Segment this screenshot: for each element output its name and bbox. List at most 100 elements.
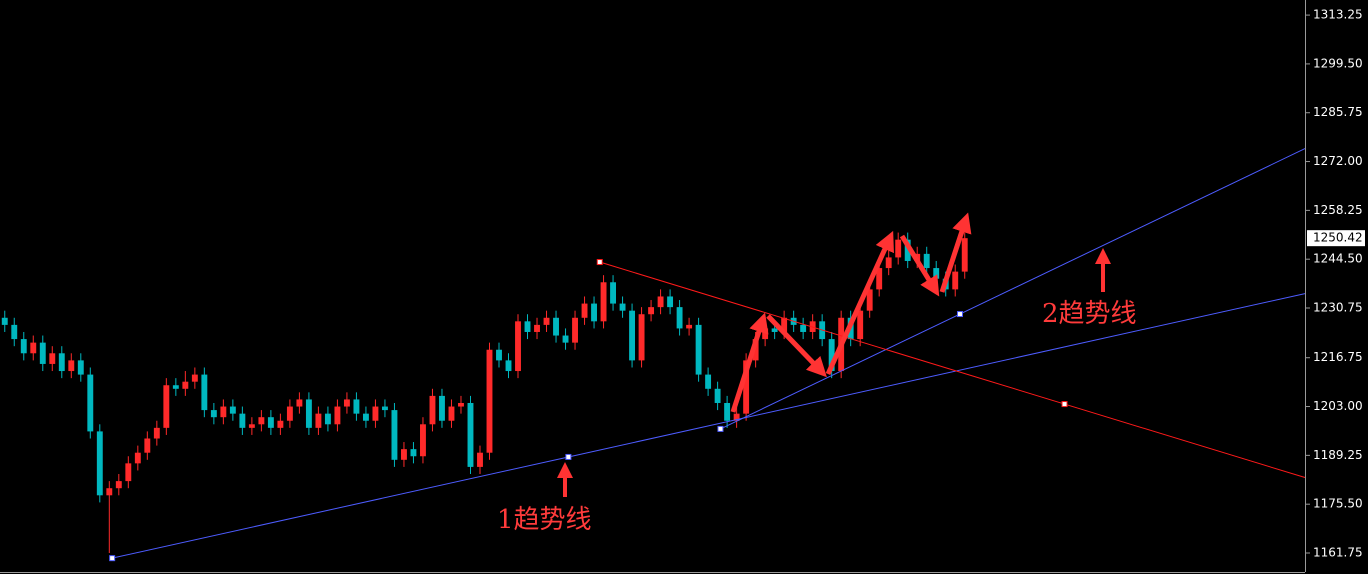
current-price-box <box>1307 230 1365 247</box>
candle-body <box>125 463 132 482</box>
candle-body <box>429 395 436 425</box>
candle-body <box>277 420 284 428</box>
candle-body <box>334 406 341 425</box>
candle-body <box>77 360 84 375</box>
candle-body <box>286 406 293 421</box>
candle-body <box>296 399 303 407</box>
candle-body <box>961 238 968 272</box>
candle-body <box>134 452 141 464</box>
candle-body <box>648 307 655 315</box>
candle-body <box>543 317 550 325</box>
trendline-label: 2趋势线 <box>1042 299 1137 329</box>
candle-body <box>515 321 521 372</box>
candle-body <box>448 406 455 421</box>
candle-body <box>362 413 369 421</box>
candle-body <box>163 385 170 428</box>
candle-body <box>153 427 160 439</box>
candle-body <box>68 360 75 372</box>
candle-body <box>600 282 607 322</box>
candle-body <box>239 413 246 428</box>
trendline-extension <box>1064 403 1306 479</box>
candle-body <box>591 303 597 322</box>
trendline-anchor <box>1061 401 1068 408</box>
candle-body <box>420 424 426 457</box>
y-tick-label: 1258.25 <box>1313 203 1363 217</box>
candle-body <box>762 328 769 340</box>
trendline-label: 1趋势线 <box>497 505 592 535</box>
candle-body <box>258 417 265 425</box>
arrow <box>766 314 827 378</box>
candle-body <box>610 282 617 304</box>
candle-body <box>933 268 940 279</box>
candle-body <box>11 324 18 340</box>
candle-body <box>315 413 322 428</box>
candle-body <box>572 317 578 343</box>
y-axis: 1161.75 1175.50 1189.25 1203.00 1216.75 1230.… <box>1305 8 1365 560</box>
candle-body <box>58 353 65 372</box>
candle-body <box>39 342 46 364</box>
trendline-anchor <box>596 259 603 266</box>
candle-body <box>172 385 179 389</box>
candle-body <box>467 402 474 467</box>
trendline-extension <box>568 293 1306 458</box>
y-tick-label: 1216.75 <box>1313 350 1363 364</box>
candle-body <box>638 314 645 361</box>
candle-body <box>904 239 911 261</box>
candle-body <box>895 239 902 258</box>
candle-body <box>343 399 350 407</box>
candle-body <box>524 321 531 332</box>
trendline-extension <box>959 148 1306 315</box>
trendline-anchor <box>717 425 724 432</box>
candle-body <box>106 488 113 496</box>
candle-body <box>771 328 778 332</box>
trendline <box>599 261 1065 405</box>
candle-body <box>581 303 588 318</box>
candle-body <box>439 395 445 421</box>
candle-body <box>667 296 674 308</box>
candle-body <box>619 303 626 311</box>
candle-body <box>885 257 892 269</box>
candle-body <box>952 271 959 290</box>
candle-body <box>828 339 835 372</box>
y-tick-label: 1161.75 <box>1313 546 1363 560</box>
arrow <box>899 234 940 297</box>
y-tick-label: 1203.00 <box>1313 399 1363 413</box>
y-tick-label: 1299.50 <box>1313 56 1363 70</box>
candle-body <box>182 381 189 389</box>
candle-body <box>534 324 540 332</box>
candle-body <box>267 417 274 428</box>
candle-body <box>220 406 227 418</box>
candle-body <box>391 410 398 460</box>
candle-body <box>20 339 27 354</box>
candle-body <box>800 324 807 332</box>
y-tick-label: 1175.50 <box>1313 497 1363 511</box>
candle-body <box>857 310 864 340</box>
candle-body <box>676 307 683 329</box>
candle-body <box>201 374 208 411</box>
candle-body <box>87 374 94 432</box>
candle-body <box>115 481 122 489</box>
candle-body <box>1 317 8 325</box>
candle-body <box>210 410 217 418</box>
candle-body <box>353 399 360 414</box>
candle-body <box>923 253 930 269</box>
candle-body <box>381 406 388 411</box>
candle-body <box>496 349 502 361</box>
candle-body <box>458 402 464 407</box>
candle-body <box>191 374 198 382</box>
trendline-anchor <box>565 453 572 460</box>
candle-body <box>505 360 512 372</box>
trendline <box>720 313 961 430</box>
candle-body <box>695 324 702 375</box>
candle-body <box>629 310 636 361</box>
candle-body <box>705 374 712 389</box>
y-tick-label: 1285.75 <box>1313 105 1363 119</box>
candle-body <box>96 431 103 496</box>
candle-body <box>733 413 740 421</box>
candle-body <box>562 335 569 343</box>
candle-body <box>876 268 883 290</box>
candle-body <box>30 342 37 354</box>
candle-body <box>477 452 483 467</box>
candle-body <box>305 399 312 428</box>
candle-body <box>866 289 873 311</box>
